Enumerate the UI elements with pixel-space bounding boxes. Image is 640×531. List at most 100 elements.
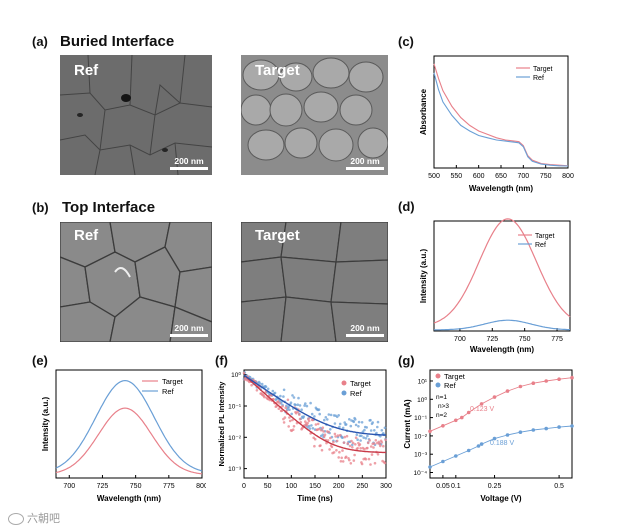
chart-f-point-ref bbox=[376, 425, 379, 429]
chart-f-xtick-label-0: 0 bbox=[242, 483, 246, 490]
chart-f-point-target bbox=[333, 432, 337, 436]
chart-f-point-ref bbox=[354, 418, 357, 421]
chart-g-point-ref bbox=[476, 444, 481, 448]
chart-f-point-ref bbox=[288, 408, 291, 411]
chart-f-point-target bbox=[338, 433, 342, 437]
chart-f-point-ref bbox=[341, 436, 344, 439]
watermark-logo-icon bbox=[8, 513, 24, 526]
chart-e-xtick-label-3: 775 bbox=[163, 483, 175, 490]
chart-f-legend-ref: Ref bbox=[350, 389, 363, 398]
chart-c-xtick-label-4: 700 bbox=[517, 173, 529, 180]
chart-f-point-target bbox=[316, 422, 320, 426]
chart-f-point-target bbox=[322, 430, 325, 433]
chart-c-xtick-label-6: 800 bbox=[562, 173, 574, 180]
chart-f-point-ref bbox=[291, 394, 294, 397]
chart-f-point-ref bbox=[344, 423, 348, 426]
chart-f-point-ref bbox=[290, 412, 293, 416]
chart-f-point-target bbox=[276, 400, 280, 403]
chart-f-point-target bbox=[369, 463, 372, 466]
chart-g-point-target bbox=[570, 375, 574, 380]
chart-c-series bbox=[433, 63, 569, 167]
chart-f-point-target bbox=[353, 453, 356, 457]
chart-g-frame bbox=[429, 369, 573, 479]
chart-g-point-target bbox=[531, 381, 536, 385]
sem-buried-target-scalebar-text: 200 nm bbox=[350, 156, 380, 166]
chart-f-point-target bbox=[368, 439, 371, 442]
chart-f-point-target bbox=[354, 436, 358, 439]
chart-f-point-target bbox=[320, 448, 324, 452]
chart-e-series bbox=[55, 379, 203, 475]
chart-f-point-target bbox=[359, 447, 362, 450]
panel-b-title: Top Interface bbox=[62, 199, 156, 216]
chart-g-legend-ref-marker bbox=[435, 382, 441, 388]
chart-f-point-ref bbox=[294, 403, 297, 407]
chart-f-xtick-label-2: 100 bbox=[285, 483, 297, 490]
chart-f-point-target bbox=[374, 439, 378, 442]
sem-top-target: Target 200 nm bbox=[241, 222, 388, 342]
chart-e-xtick-label-2: 750 bbox=[130, 483, 142, 490]
sem-buried-target-texture bbox=[241, 55, 388, 175]
chart-c-xtick-label-2: 600 bbox=[473, 173, 485, 180]
chart-g-point-ref bbox=[441, 459, 445, 464]
chart-f-point-ref bbox=[327, 413, 331, 416]
chart-f-point-target bbox=[336, 434, 340, 437]
chart-f-point-target bbox=[349, 462, 353, 465]
chart-f-point-target bbox=[348, 444, 352, 448]
chart-f-point-ref bbox=[289, 401, 293, 404]
chart-f-point-ref bbox=[360, 434, 363, 438]
chart-d-xtick-label-0: 700 bbox=[454, 336, 466, 343]
chart-g-sclc: 0.05 0.1 0.25 0.5 10⁻⁴ 10⁻³ 10⁻² 10⁻¹ 10⁰ 10¹ Vol… bbox=[403, 369, 574, 503]
chart-f-point-target bbox=[288, 416, 291, 419]
sem-top-target-texture bbox=[241, 222, 388, 342]
sem-buried-target-label: Target bbox=[255, 62, 300, 79]
chart-f-point-ref bbox=[362, 436, 365, 439]
chart-g-point-target bbox=[479, 402, 484, 406]
chart-f-point-ref bbox=[310, 424, 313, 427]
chart-g-point-ref bbox=[466, 448, 471, 453]
chart-f-point-target bbox=[306, 421, 309, 425]
chart-f-point-ref bbox=[343, 421, 346, 424]
chart-f-point-target bbox=[270, 394, 273, 397]
chart-f-point-ref bbox=[321, 433, 325, 436]
chart-d-legend-ref: Ref bbox=[535, 242, 546, 249]
sem-buried-target-scalebar: 200 nm bbox=[346, 156, 384, 170]
chart-f-point-ref bbox=[349, 424, 353, 428]
chart-f-point-target bbox=[352, 459, 356, 462]
chart-f-point-target bbox=[286, 398, 290, 402]
panel-d-label: (d) bbox=[398, 199, 415, 214]
sem-top-target-scalebar: 200 nm bbox=[346, 323, 384, 337]
chart-f-point-ref bbox=[258, 382, 262, 385]
chart-d-ylabel: Intensity (a.u.) bbox=[419, 249, 428, 304]
chart-g-annot-n3: n>3 bbox=[438, 403, 449, 410]
chart-f-point-target bbox=[298, 417, 302, 421]
chart-g-point-ref bbox=[492, 436, 497, 441]
chart-f-point-target bbox=[314, 423, 318, 426]
chart-e-xtick-label-1: 725 bbox=[97, 483, 109, 490]
chart-f-point-target bbox=[321, 426, 325, 429]
chart-d-legend-target: Target bbox=[535, 233, 555, 240]
sem-top-ref-scalebar-text: 200 nm bbox=[174, 323, 204, 333]
chart-g-point-target bbox=[441, 424, 445, 428]
chart-f-point-ref bbox=[363, 428, 366, 432]
chart-d-xtick-label-1: 725 bbox=[486, 336, 498, 343]
chart-f-legend-target: Target bbox=[350, 379, 372, 388]
chart-f-point-target bbox=[250, 383, 253, 387]
chart-f-point-ref bbox=[307, 424, 311, 428]
chart-g-point-target bbox=[454, 418, 458, 423]
sem-buried-ref-scalebar: 200 nm bbox=[170, 156, 208, 170]
chart-f-point-ref bbox=[369, 429, 373, 432]
chart-f-point-target bbox=[340, 456, 343, 460]
chart-f-point-target bbox=[372, 446, 375, 449]
chart-f-point-ref bbox=[266, 387, 270, 391]
watermark-text: 六朝吧 bbox=[27, 513, 60, 525]
chart-f-point-ref bbox=[383, 426, 387, 430]
chart-f-ticks: 0 50 100 150 200 250 300 10⁻³ 10⁻² 10⁻¹ 10⁰ bbox=[228, 371, 392, 490]
chart-f-point-target bbox=[369, 445, 373, 448]
chart-g-legend-target-marker bbox=[435, 373, 441, 379]
chart-f-point-ref bbox=[287, 405, 290, 408]
chart-f-point-ref bbox=[341, 426, 345, 430]
chart-g-ytick-label-0: 10⁻⁴ bbox=[414, 470, 428, 477]
chart-d-legend: Target Ref bbox=[518, 233, 555, 249]
panel-c-label: (c) bbox=[398, 34, 414, 49]
chart-f-point-ref bbox=[371, 421, 374, 424]
